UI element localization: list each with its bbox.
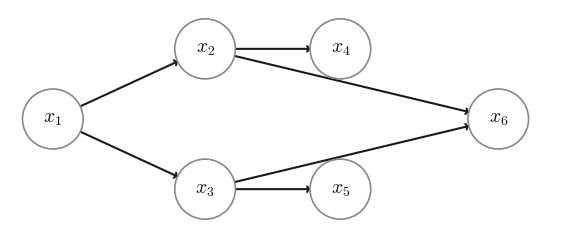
Text: $x_4$: $x_4$ bbox=[331, 39, 350, 58]
Text: $x_5$: $x_5$ bbox=[331, 180, 350, 199]
Ellipse shape bbox=[23, 89, 83, 149]
Text: $x_1$: $x_1$ bbox=[43, 109, 62, 129]
Ellipse shape bbox=[175, 19, 235, 79]
Text: $x_2$: $x_2$ bbox=[195, 39, 215, 58]
Ellipse shape bbox=[468, 89, 529, 149]
Ellipse shape bbox=[175, 159, 235, 219]
Ellipse shape bbox=[310, 159, 371, 219]
Ellipse shape bbox=[310, 19, 371, 79]
Text: $x_6$: $x_6$ bbox=[488, 109, 508, 129]
Text: $x_3$: $x_3$ bbox=[195, 180, 215, 199]
